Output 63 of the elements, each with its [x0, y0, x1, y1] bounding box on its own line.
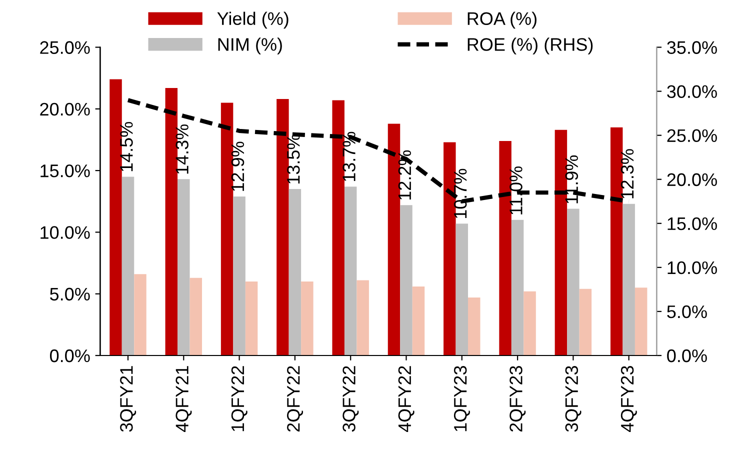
x-tick-label: 2QFY23 [510, 366, 526, 432]
data-label: 14.5% [120, 122, 133, 172]
data-label: 10.7% [454, 168, 467, 218]
bar [301, 282, 314, 356]
x-tick-label: 1QFY22 [231, 366, 248, 432]
bar [332, 100, 344, 356]
y-tick-label: 15.0% [40, 164, 90, 178]
x-tick-label: 3QFY21 [120, 366, 136, 432]
bar [412, 286, 425, 356]
bar [276, 99, 289, 356]
bar [499, 140, 512, 356]
data-label: 12.9% [231, 142, 244, 191]
data-label: 11.0% [510, 166, 522, 214]
data-label: 13.5% [287, 134, 300, 184]
bar [356, 280, 369, 356]
bar [190, 278, 202, 356]
bar [122, 176, 134, 356]
x-tick-label: 4QFY22 [398, 366, 414, 432]
bar [134, 274, 146, 356]
bar [622, 204, 635, 356]
y2-tick-label: 25.0% [667, 129, 717, 142]
y-tick-label: 20.0% [40, 102, 90, 116]
bar [567, 208, 580, 356]
bar [344, 186, 357, 356]
bar [288, 189, 302, 356]
bar [610, 127, 623, 356]
bar [468, 298, 480, 356]
data-label: 13.7% [342, 132, 356, 182]
legend-label: Yield (%) [217, 12, 288, 29]
x-tick-label: 4QFY23 [620, 366, 637, 432]
y-tick-label: 10.0% [40, 226, 90, 239]
legend-label: NIM (%) [218, 38, 282, 54]
y-tick-label: 5.0% [50, 288, 90, 301]
y2-tick-label: 10.0% [668, 261, 717, 274]
bar [444, 142, 456, 356]
bar [511, 220, 524, 356]
bar [178, 179, 190, 356]
bar [233, 196, 246, 356]
legend-label: ROE (%) (RHS) [468, 38, 593, 54]
y2-tick-label: 0.0% [667, 349, 707, 362]
y2-tick-label: 35.0% [667, 41, 717, 54]
bar [524, 291, 536, 356]
data-label: 14.3% [176, 124, 188, 174]
x-tick-label: 3QFY22 [342, 366, 359, 432]
data-label: 12.3% [620, 149, 634, 198]
bar [456, 224, 468, 356]
y2-tick-label: 20.0% [667, 173, 717, 186]
y-tick-label: 25.0% [40, 41, 90, 54]
bar [400, 205, 412, 356]
x-tick-label: 3QFY23 [565, 366, 582, 432]
x-tick-label: 1QFY23 [454, 366, 470, 432]
bar [110, 79, 122, 356]
x-tick-label: 2QFY22 [287, 366, 304, 432]
bar [579, 288, 592, 356]
legend-label: ROA (%) [468, 12, 536, 29]
y2-tick-label: 15.0% [668, 217, 717, 230]
bar [245, 282, 258, 356]
y2-tick-label: 5.0% [667, 305, 707, 318]
x-tick-label: 4QFY21 [176, 366, 192, 432]
y2-tick-label: 30.0% [667, 85, 717, 98]
bar [634, 288, 648, 356]
y-tick-label: 0.0% [50, 349, 90, 362]
data-label: 11.9% [565, 155, 578, 204]
